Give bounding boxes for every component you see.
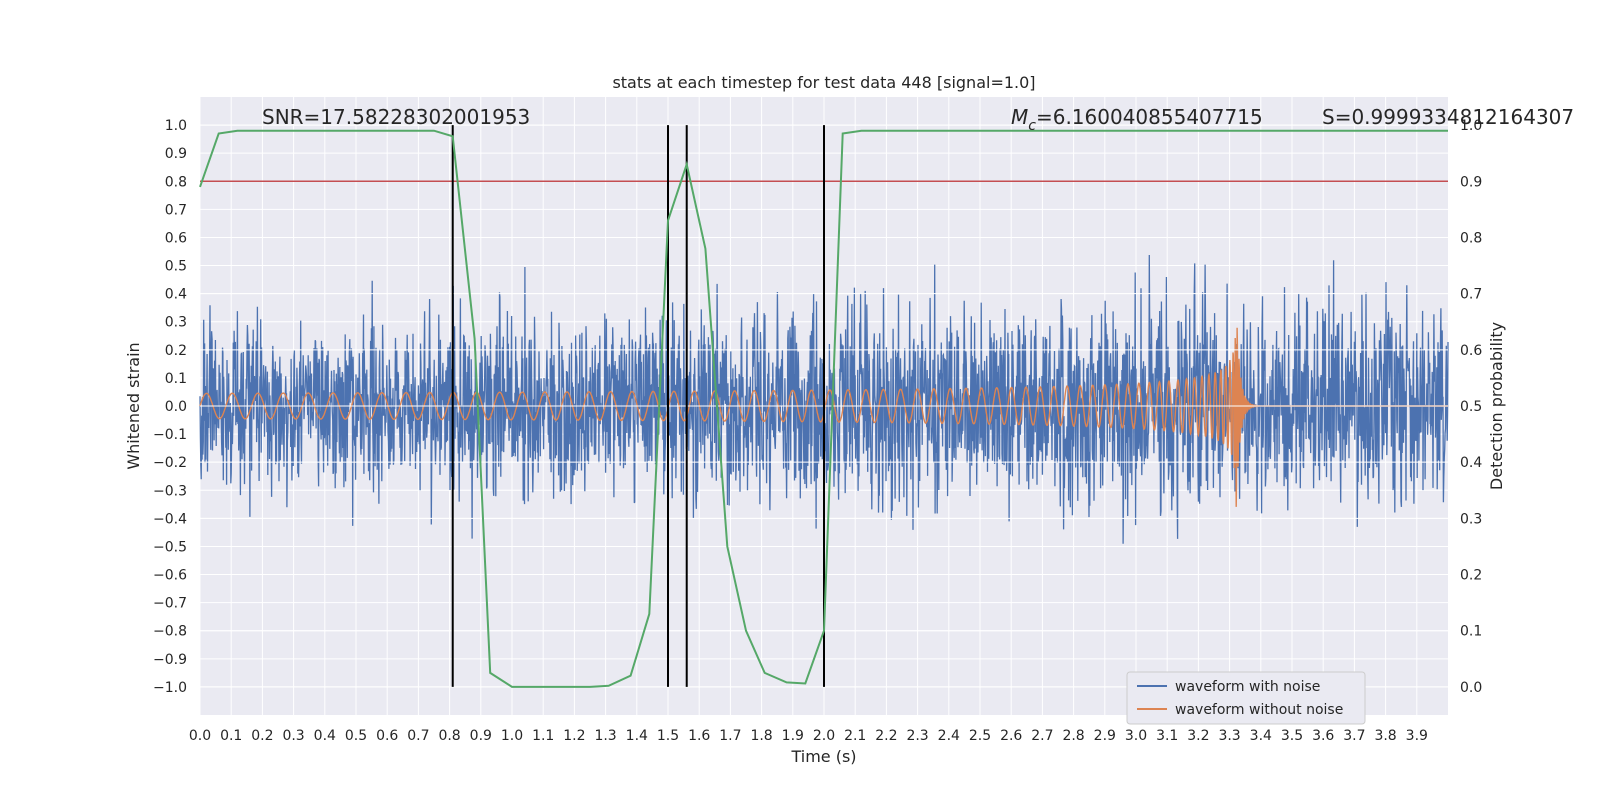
- x-tick-label: 0.6: [376, 728, 398, 744]
- y2-tick-label: 1.0: [1460, 118, 1482, 134]
- chart-title: stats at each timestep for test data 448…: [612, 73, 1035, 92]
- legend-label-noise: waveform with noise: [1175, 679, 1320, 695]
- x-tick-label: 1.2: [563, 728, 585, 744]
- x-tick-label: 1.8: [750, 728, 772, 744]
- y-tick-label: −0.7: [153, 596, 187, 612]
- x-tick-label: 2.8: [1062, 728, 1084, 744]
- y2-tick-label: 0.6: [1460, 343, 1482, 359]
- x-tick-label: 3.6: [1312, 728, 1334, 744]
- y-tick-label: −0.1: [153, 427, 187, 443]
- mc-annotation: Mc=6.160040855407715: [1011, 105, 1263, 134]
- x-tick-label: 2.2: [875, 728, 897, 744]
- x-tick-label: 0.1: [220, 728, 242, 744]
- x-tick-label: 3.3: [1218, 728, 1240, 744]
- y-tick-label: −0.3: [153, 483, 187, 499]
- x-tick-label: 3.8: [1374, 728, 1396, 744]
- y2-tick-label: 0.8: [1460, 230, 1482, 246]
- y-tick-label: 0.9: [165, 146, 187, 162]
- y-tick-label: 0.1: [165, 371, 187, 387]
- x-tick-label: 0.8: [438, 728, 460, 744]
- x-tick-label: 3.2: [1187, 728, 1209, 744]
- y2-tick-label: 0.4: [1460, 455, 1482, 471]
- snr-annotation: SNR=17.58228302001953: [262, 105, 530, 129]
- y2-tick-label: 0.3: [1460, 511, 1482, 527]
- x-tick-label: 3.4: [1250, 728, 1272, 744]
- x-tick-label: 0.0: [189, 728, 211, 744]
- y2-tick-label: 0.2: [1460, 568, 1482, 584]
- x-tick-label: 1.1: [532, 728, 554, 744]
- x-tick-label: 2.7: [1031, 728, 1053, 744]
- y-tick-label: −0.6: [153, 568, 187, 584]
- x-tick-label: 0.9: [470, 728, 492, 744]
- x-tick-label: 0.2: [251, 728, 273, 744]
- probability-series: [199, 129, 1448, 688]
- mc-symbol: M: [1011, 105, 1028, 129]
- x-tick-label: 3.0: [1125, 728, 1147, 744]
- x-tick-label: 0.4: [314, 728, 336, 744]
- y-tick-label: 0.8: [165, 174, 187, 190]
- y-tick-label: 0.7: [165, 202, 187, 218]
- y-tick-label: 0.5: [165, 259, 187, 275]
- x-tick-label: 2.6: [1000, 728, 1022, 744]
- y-tick-label: −0.5: [153, 539, 187, 555]
- x-tick-label: 2.0: [813, 728, 835, 744]
- x-tick-label: 2.4: [938, 728, 960, 744]
- y-tick-label: −0.9: [153, 652, 187, 668]
- x-tick-label: 1.6: [688, 728, 710, 744]
- y-tick-label: −1.0: [153, 680, 187, 696]
- x-tick-label: 0.5: [345, 728, 367, 744]
- x-tick-label: 1.0: [501, 728, 523, 744]
- mc-value: =6.160040855407715: [1036, 105, 1263, 129]
- x-tick-label: 2.1: [844, 728, 866, 744]
- x-axis-title: Time (s): [790, 747, 856, 766]
- x-tick-label: 3.1: [1156, 728, 1178, 744]
- y2-tick-label: 0.5: [1460, 399, 1482, 415]
- s-annotation: S=0.9999334812164307: [1322, 105, 1574, 129]
- y2-axis-title: Detection probability: [1487, 322, 1506, 490]
- legend: waveform with noise waveform without noi…: [1126, 671, 1366, 725]
- x-tick-label: 3.7: [1343, 728, 1365, 744]
- y-axis-title: Whitened strain: [124, 342, 143, 469]
- legend-box: [1126, 671, 1366, 725]
- y-tick-label: 0.4: [165, 287, 187, 303]
- x-tick-label: 2.9: [1094, 728, 1116, 744]
- y-tick-label: 0.0: [165, 399, 187, 415]
- probability-line: [199, 129, 1448, 688]
- legend-label-clean: waveform without noise: [1175, 702, 1343, 718]
- x-tick-label: 3.5: [1281, 728, 1303, 744]
- x-tick-label: 1.3: [594, 728, 616, 744]
- x-tick-label: 0.3: [282, 728, 304, 744]
- x-tick-label: 1.5: [657, 728, 679, 744]
- y-tick-label: 0.2: [165, 343, 187, 359]
- x-tick-label: 1.4: [626, 728, 648, 744]
- y-tick-label: −0.2: [153, 455, 187, 471]
- y-tick-label: 0.3: [165, 315, 187, 331]
- y2-tick-label: 0.7: [1460, 287, 1482, 303]
- y2-tick-label: 0.9: [1460, 174, 1482, 190]
- x-tick-label: 1.7: [719, 728, 741, 744]
- y-tick-label: −0.8: [153, 624, 187, 640]
- y-tick-label: −0.4: [153, 511, 187, 527]
- x-tick-label: 3.9: [1406, 728, 1428, 744]
- y2-tick-label: 0.1: [1460, 624, 1482, 640]
- mc-subscript: c: [1028, 118, 1036, 134]
- y2-tick-label: 0.0: [1460, 680, 1482, 696]
- y-tick-label: 0.6: [165, 230, 187, 246]
- x-tick-label: 2.5: [969, 728, 991, 744]
- x-tick-label: 2.3: [906, 728, 928, 744]
- x-tick-label: 0.7: [407, 728, 429, 744]
- x-tick-label: 1.9: [782, 728, 804, 744]
- y-tick-label: 1.0: [165, 118, 187, 134]
- tick-labels: 0.0 0.1 0.2 0.3 0.4 0.5 0.6 0.7 0.8 0.9 1.0 1.1 1.2 1…: [153, 118, 1482, 744]
